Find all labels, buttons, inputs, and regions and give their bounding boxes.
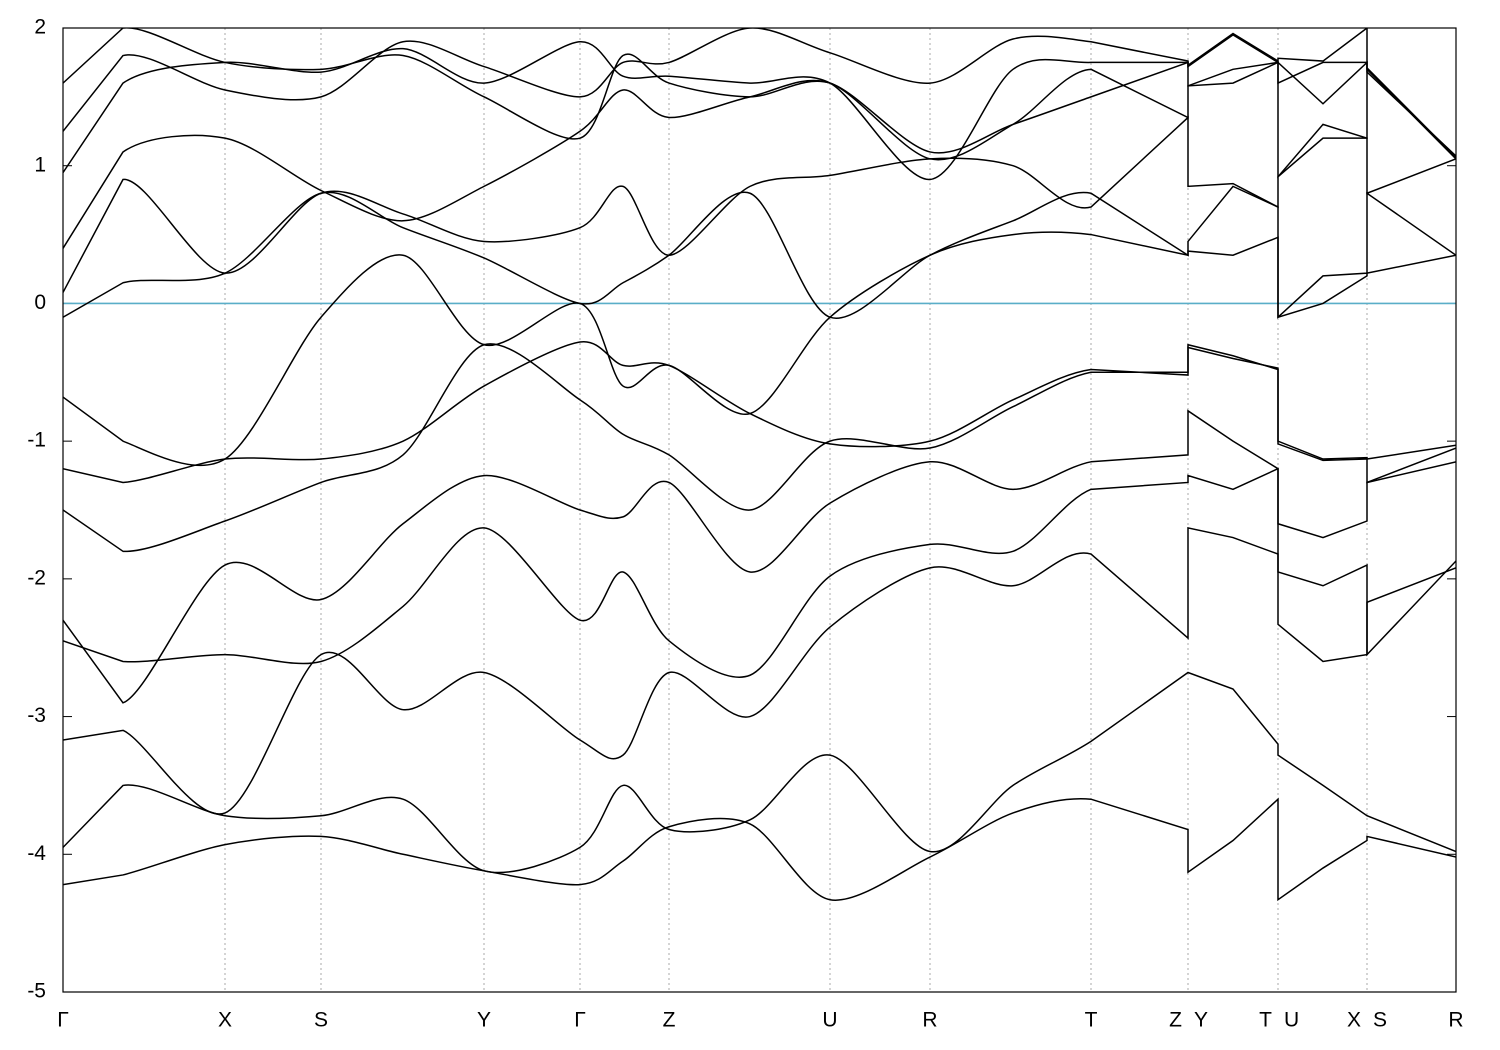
y-tick-label: -3 [27,704,46,727]
band-line [63,231,1456,467]
band-line [63,341,1456,484]
band-line [63,33,1456,181]
band-line [63,28,1456,157]
band-line [63,28,1456,158]
x-tick-label: T [1085,1009,1098,1032]
x-tick-label: R [922,1009,937,1032]
x-tick-label: S [1373,1009,1387,1032]
x-tick-label: S [314,1009,328,1032]
bands [63,28,1456,902]
y-tick-label: -1 [27,429,46,452]
x-tick-label: U [822,1009,837,1032]
x-tick-label: Z [663,1009,676,1032]
y-tick-label: 1 [34,153,46,176]
band-line [63,343,1456,553]
y-tick-label: -5 [27,980,46,1003]
x-tick-label: R [1448,1009,1463,1032]
x-tick-label: Y [1194,1009,1208,1032]
x-tick-label: Z [1169,1009,1182,1032]
y-tick-label: 2 [34,16,46,39]
band-line [63,467,1456,678]
plot-frame [62,27,1457,993]
x-tick-label: X [1347,1009,1361,1032]
band-line [63,61,1456,249]
band-line [63,185,1456,319]
y-tick-label: 0 [34,291,46,314]
band-line [63,526,1456,815]
y-tick-label: -2 [27,566,46,589]
y-tick-label: -4 [27,842,46,865]
x-tick-label: Γ [57,1009,69,1032]
band-line [63,409,1456,704]
band-line [63,671,1456,874]
x-tick-label: T [1259,1009,1272,1032]
x-tick-label: Y [477,1009,491,1032]
x-tick-label: X [218,1009,232,1032]
x-tick-label: U [1284,1009,1299,1032]
band-line [63,115,1456,293]
x-tick-label: Γ [574,1009,586,1032]
band-line [63,797,1456,902]
